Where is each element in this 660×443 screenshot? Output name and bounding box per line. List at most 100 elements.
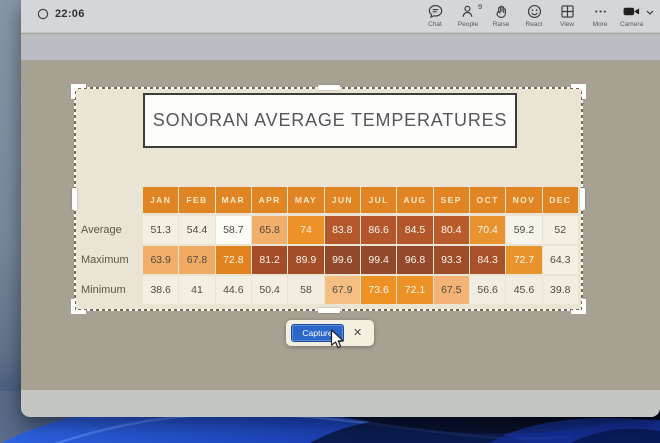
more-ellipsis-icon [594, 10, 606, 13]
month-header-cell: OCT [469, 187, 506, 213]
table-month-header-cells: JAN FEB MAR APR MAY JUN JUL AUG SEP OCT NOV DEC [143, 187, 579, 213]
chat-icon [428, 4, 442, 19]
temperature-cell: 50.4 [251, 276, 288, 304]
row-label: Minimum [81, 284, 126, 296]
capture-selection-region[interactable]: SONORAN AVERAGE TEMPERATURES JAN FEB MAR AP… [71, 84, 586, 314]
raise-label: Raise [492, 21, 510, 28]
raise-hand-icon [495, 5, 506, 18]
temperature-cell: 64.3 [542, 246, 578, 274]
month-header-cell: MAR [215, 187, 251, 213]
selection-handle-top-right[interactable] [571, 84, 586, 99]
temperature-table: JAN FEB MAR APR MAY JUN JUL AUG SEP OCT NOV DEC Ave… [78, 187, 579, 306]
temperature-cell: 67.8 [179, 246, 215, 274]
temperature-cell: 72.7 [506, 246, 542, 274]
meeting-toolbar: 22:06 Chat 9 People [21, 0, 660, 33]
temperature-cell: 80.4 [433, 216, 469, 244]
selection-handle-top[interactable] [318, 85, 340, 90]
camera-icon [623, 7, 640, 16]
month-header-cell: MAY [288, 187, 324, 213]
selection-handle-left[interactable] [72, 188, 77, 210]
temperature-cell: 41 [179, 276, 215, 304]
selection-handle-bottom-right[interactable] [571, 299, 586, 314]
row-label: Maximum [81, 254, 129, 266]
month-header-cell: JAN [143, 187, 179, 213]
meeting-window: 22:06 Chat 9 People [21, 0, 660, 417]
table-row: Average 51.3 54.4 58.7 65.8 74 83.8 86.6 84.5 80.… [78, 216, 579, 244]
selection-handle-top-left[interactable] [71, 84, 86, 99]
month-header-cell: NOV [506, 187, 542, 213]
temperature-cell: 96.8 [397, 246, 433, 274]
temperature-cell: 93.3 [433, 246, 469, 274]
chat-button[interactable]: Chat [422, 3, 448, 28]
slide-title: SONORAN AVERAGE TEMPERATURES [152, 110, 508, 130]
chevron-down-icon[interactable] [646, 10, 654, 15]
people-label: People [457, 21, 479, 28]
view-button[interactable]: View [554, 3, 580, 28]
temperature-cell: 56.6 [469, 276, 506, 304]
meeting-controls: Chat 9 People Raise [422, 3, 654, 28]
temperature-cell: 38.6 [143, 276, 179, 304]
temperature-cell: 59.2 [506, 216, 542, 244]
temperature-cell: 45.6 [506, 276, 542, 304]
temperature-cell: 58.7 [215, 216, 251, 244]
month-header-cell: JUL [360, 187, 397, 213]
month-header-cell: JUN [324, 187, 360, 213]
temperature-cell: 99.4 [360, 246, 397, 274]
camera-button[interactable]: Camera [620, 3, 654, 28]
timer-circle-icon [37, 8, 49, 20]
temperature-cell: 44.6 [215, 276, 251, 304]
view-label: View [560, 21, 574, 28]
temperature-cell: 83.8 [324, 216, 360, 244]
temperature-cell: 52 [542, 216, 578, 244]
people-icon [461, 5, 472, 17]
month-header-cell: APR [251, 187, 288, 213]
camera-label: Camera [620, 21, 644, 28]
meeting-clock: 22:06 [55, 8, 85, 20]
close-capture-icon[interactable]: ✕ [353, 326, 363, 339]
month-header-cell: DEC [542, 187, 578, 213]
capture-toolbar: Capture ✕ [286, 320, 374, 346]
selection-handle-right[interactable] [580, 188, 585, 210]
selection-handle-bottom[interactable] [318, 308, 340, 313]
temperature-cell: 70.4 [469, 216, 506, 244]
temperature-cell: 39.8 [542, 276, 578, 304]
capture-button[interactable]: Capture [291, 324, 344, 342]
table-rows: Average 51.3 54.4 58.7 65.8 74 83.8 86.6 84.5 80.… [78, 216, 579, 304]
more-label: More [592, 21, 608, 28]
view-grid-icon [560, 5, 574, 18]
temperature-cell: 58 [288, 276, 324, 304]
temperature-cell: 54.4 [179, 216, 215, 244]
react-label: React [525, 21, 543, 28]
selection-handle-bottom-left[interactable] [71, 299, 86, 314]
stage-top-margin [21, 34, 660, 60]
raise-hand-button[interactable]: Raise [488, 3, 514, 28]
people-button[interactable]: 9 People [455, 3, 482, 28]
table-month-header-row: JAN FEB MAR APR MAY JUN JUL AUG SEP OCT NOV DEC [78, 187, 579, 213]
temperature-cell: 84.5 [397, 216, 433, 244]
react-button[interactable]: React [521, 3, 547, 28]
slide-title-box: SONORAN AVERAGE TEMPERATURES [143, 93, 517, 148]
mouse-cursor [330, 329, 344, 349]
table-row: Maximum 63.9 67.8 72.8 81.2 89.9 99.6 99.4 96.8 9… [78, 246, 579, 274]
chat-label: Chat [428, 21, 442, 28]
temperature-cell: 51.3 [143, 216, 179, 244]
people-count-badge: 9 [478, 4, 482, 11]
month-header-cell: FEB [179, 187, 215, 213]
react-smiley-icon [527, 4, 541, 19]
temperature-cell: 81.2 [251, 246, 288, 274]
temperature-cell: 89.9 [288, 246, 324, 274]
temperature-cell: 73.6 [360, 276, 397, 304]
table-row: Minimum 38.6 41 44.6 50.4 58 67.9 73.6 72.1 67.5 5… [78, 276, 579, 304]
temperature-cell: 86.6 [360, 216, 397, 244]
temperature-cell: 72.1 [397, 276, 433, 304]
temperature-cell: 99.6 [324, 246, 360, 274]
temperature-cell: 74 [288, 216, 324, 244]
table-corner-cell [78, 187, 143, 213]
row-label: Average [81, 224, 122, 236]
temperature-cell: 67.9 [324, 276, 360, 304]
temperature-cell: 67.5 [433, 276, 469, 304]
temperature-cell: 72.8 [215, 246, 251, 274]
more-button[interactable]: More [587, 3, 613, 28]
temperature-cell: 63.9 [143, 246, 179, 274]
